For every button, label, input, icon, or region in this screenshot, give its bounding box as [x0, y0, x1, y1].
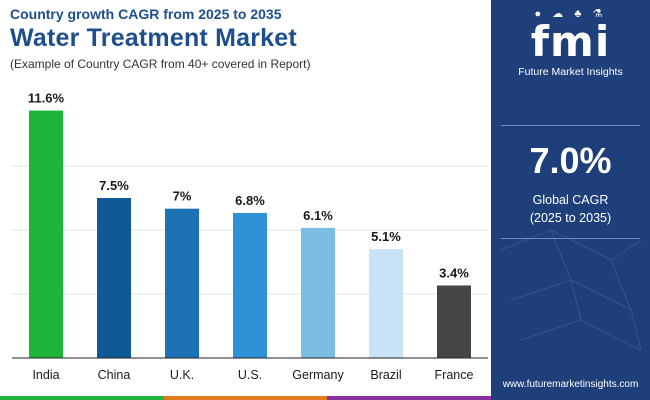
- logo-text: Future Market Insights: [518, 66, 623, 78]
- strip-segment-green: [0, 396, 164, 400]
- info-panel: ● ☁ ♣ ⚗ fmi Future Market Insights 7.0% …: [491, 0, 650, 400]
- logo-icons: ● ☁ ♣ ⚗: [534, 8, 607, 20]
- global-cagr-label: Global CAGR (2025 to 2035): [491, 191, 650, 227]
- chart-note: (Example of Country CAGR from 40+ covere…: [10, 57, 311, 71]
- bar-brazil: [369, 249, 403, 358]
- bar-value-label: 11.6%: [28, 91, 65, 106]
- bar-china: [97, 198, 131, 358]
- bar-value-label: 7%: [173, 189, 192, 204]
- fmi-logo: ● ☁ ♣ ⚗ fmi Future Market Insights: [491, 8, 650, 78]
- category-label: U.K.: [170, 368, 194, 382]
- bar-value-label: 6.8%: [235, 193, 265, 208]
- category-label: Brazil: [370, 368, 401, 382]
- category-label: China: [98, 368, 131, 382]
- bar-germany: [301, 227, 335, 358]
- bar-value-label: 5.1%: [371, 229, 401, 244]
- category-label: India: [32, 368, 59, 382]
- logo-mark: fmi: [530, 17, 611, 66]
- chart-title: Water Treatment Market: [10, 24, 297, 52]
- bar-france: [437, 285, 471, 358]
- bar-value-label: 6.1%: [303, 208, 333, 223]
- strip-segment-orange: [163, 396, 328, 400]
- bar-value-label: 7.5%: [99, 178, 129, 193]
- category-label: U.S.: [238, 368, 262, 382]
- bar-uk: [165, 208, 199, 358]
- global-cagr-label-line2: (2025 to 2035): [529, 211, 612, 225]
- panel-divider-top: [501, 125, 640, 126]
- global-cagr-label-line1: Global CAGR: [532, 193, 609, 207]
- bar-india: [29, 110, 63, 359]
- panel-divider-bottom: [501, 238, 640, 239]
- bar-us: [233, 212, 267, 358]
- strip-segment-purple: [327, 396, 492, 400]
- global-cagr-value: 7.0%: [529, 140, 612, 181]
- chart-subtitle: Country growth CAGR from 2025 to 2035: [10, 6, 282, 22]
- category-label: France: [435, 368, 474, 382]
- bottom-color-strip: [0, 396, 492, 400]
- panel-decoration: [500, 229, 642, 351]
- chart-header: Country growth CAGR from 2025 to 2035 Wa…: [10, 6, 310, 71]
- website-link[interactable]: www.futuremarketinsights.com: [502, 379, 639, 390]
- bar-chart: 11.6% India 7.5% China 7% U.K. 6.8% U.S. 6.1% Ger…: [12, 91, 488, 382]
- bar-value-label: 3.4%: [439, 265, 469, 280]
- category-label: Germany: [292, 368, 344, 382]
